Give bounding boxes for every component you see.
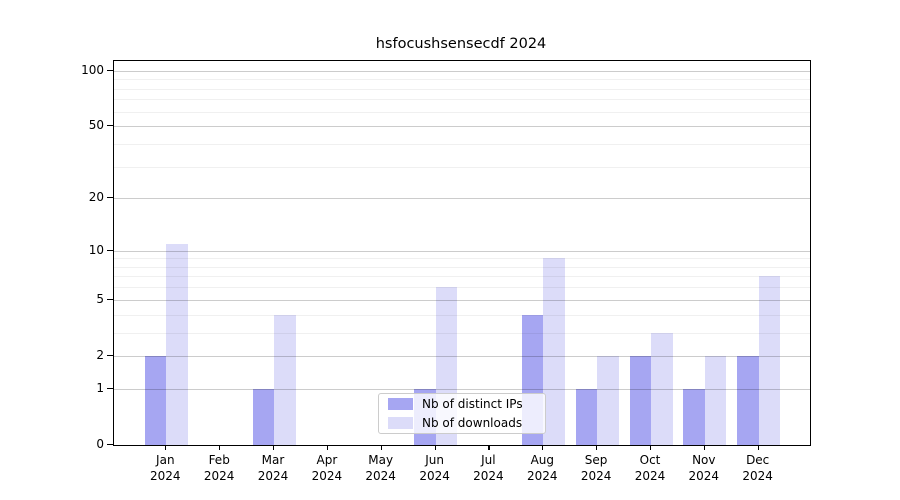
x-axis-tick-label: Aug 2024 bbox=[512, 453, 572, 484]
y-axis-tick-mark bbox=[107, 249, 113, 251]
legend: Nb of distinct IPs Nb of downloads bbox=[378, 393, 546, 434]
x-tick-year: 2024 bbox=[257, 468, 289, 483]
plot-area: Nb of distinct IPs Nb of downloads bbox=[113, 60, 811, 446]
y-axis-tick-mark bbox=[107, 197, 113, 199]
x-axis-tick-label: Apr 2024 bbox=[297, 453, 357, 484]
x-axis-tick-label: Jun 2024 bbox=[405, 453, 465, 484]
x-tick-year: 2024 bbox=[150, 468, 181, 483]
legend-row: Nb of downloads bbox=[379, 415, 545, 431]
x-tick-year: 2024 bbox=[742, 468, 773, 483]
x-axis-tick-label: Jul 2024 bbox=[458, 453, 518, 484]
x-axis-tick-mark bbox=[380, 445, 382, 450]
x-axis-tick-mark bbox=[596, 445, 598, 450]
bar-distinct-ips bbox=[683, 388, 705, 445]
x-axis-tick-label: Dec 2024 bbox=[728, 453, 788, 484]
x-axis-tick-label: May 2024 bbox=[351, 453, 411, 484]
x-axis-tick-label: Nov 2024 bbox=[674, 453, 734, 484]
bar-downloads bbox=[274, 314, 296, 445]
legend-label: Nb of downloads bbox=[422, 416, 523, 430]
y-axis-tick-mark bbox=[107, 125, 113, 127]
x-axis-tick-label: Oct 2024 bbox=[620, 453, 680, 484]
bar-distinct-ips bbox=[629, 355, 651, 445]
y-axis-tick-label: 5 bbox=[96, 291, 104, 306]
x-tick-month: Sep bbox=[584, 453, 608, 467]
bar-downloads bbox=[543, 258, 565, 445]
y-axis-tick-label: 0 bbox=[96, 437, 104, 451]
bar-distinct-ips bbox=[252, 388, 274, 445]
y-axis-tick-mark bbox=[107, 298, 113, 300]
legend-label: Nb of distinct IPs bbox=[422, 397, 523, 411]
x-axis-tick-label: Feb 2024 bbox=[189, 453, 249, 484]
bar-downloads bbox=[597, 355, 619, 445]
y-axis-tick-mark bbox=[107, 354, 113, 357]
legend-row: Nb of distinct IPs bbox=[379, 396, 545, 412]
x-tick-year: 2024 bbox=[203, 468, 235, 483]
x-axis-tick-label: Sep 2024 bbox=[566, 453, 626, 484]
bar-distinct-ips bbox=[144, 355, 167, 445]
y-axis-tick-label: 10 bbox=[88, 242, 104, 257]
x-tick-month: Mar bbox=[261, 453, 285, 467]
y-axis-tick-label: 100 bbox=[81, 62, 104, 77]
x-tick-year: 2024 bbox=[311, 468, 343, 483]
x-axis-tick-mark bbox=[219, 445, 221, 450]
bar-downloads bbox=[166, 243, 188, 445]
x-tick-year: 2024 bbox=[527, 468, 558, 483]
x-axis-tick-mark bbox=[165, 445, 167, 450]
x-tick-month: Dec bbox=[746, 453, 770, 467]
x-axis-tick-mark bbox=[542, 445, 544, 450]
x-tick-month: May bbox=[368, 453, 394, 467]
bar-downloads bbox=[651, 332, 673, 445]
x-tick-month: Jun bbox=[425, 453, 444, 467]
y-axis-tick-label: 1 bbox=[96, 380, 104, 395]
y-axis-tick-label: 2 bbox=[96, 347, 104, 362]
bar-downloads bbox=[704, 355, 727, 445]
bars-layer bbox=[114, 61, 810, 445]
x-tick-month: Feb bbox=[208, 453, 230, 467]
x-tick-year: 2024 bbox=[688, 468, 720, 483]
y-axis-tick-label: 50 bbox=[88, 118, 104, 133]
x-tick-month: Jul bbox=[481, 453, 496, 467]
x-axis-tick-mark bbox=[273, 445, 275, 450]
bar-distinct-ips bbox=[737, 355, 759, 445]
legend-swatch-distinct-ips bbox=[388, 398, 413, 410]
x-tick-year: 2024 bbox=[580, 468, 612, 483]
y-axis-tick-mark bbox=[107, 444, 113, 446]
x-axis-tick-mark bbox=[326, 445, 329, 450]
x-tick-year: 2024 bbox=[473, 468, 504, 483]
x-axis-tick-mark bbox=[757, 445, 759, 450]
x-tick-year: 2024 bbox=[365, 468, 396, 483]
x-tick-year: 2024 bbox=[419, 468, 450, 483]
x-tick-month: Apr bbox=[316, 453, 338, 467]
x-axis-tick-mark bbox=[650, 445, 652, 450]
x-tick-month: Aug bbox=[530, 453, 555, 467]
y-axis-tick-mark bbox=[107, 69, 113, 71]
x-axis-tick-mark bbox=[703, 445, 705, 450]
x-axis-tick-label: Mar 2024 bbox=[243, 453, 303, 484]
x-tick-month: Jan bbox=[156, 453, 175, 467]
chart-title: hsfocushsensecdf 2024 bbox=[375, 36, 547, 52]
bar-distinct-ips bbox=[575, 388, 598, 445]
x-axis-tick-label: Jan 2024 bbox=[135, 453, 195, 484]
x-axis-tick-mark bbox=[434, 445, 436, 450]
x-tick-year: 2024 bbox=[634, 468, 666, 483]
y-axis-tick-label: 20 bbox=[88, 190, 104, 205]
y-axis-tick-mark bbox=[107, 387, 113, 389]
x-tick-month: Nov bbox=[692, 453, 716, 467]
x-tick-month: Oct bbox=[639, 453, 661, 467]
bar-downloads bbox=[758, 276, 781, 445]
legend-swatch-downloads bbox=[388, 417, 413, 429]
x-axis-tick-mark bbox=[488, 445, 490, 450]
